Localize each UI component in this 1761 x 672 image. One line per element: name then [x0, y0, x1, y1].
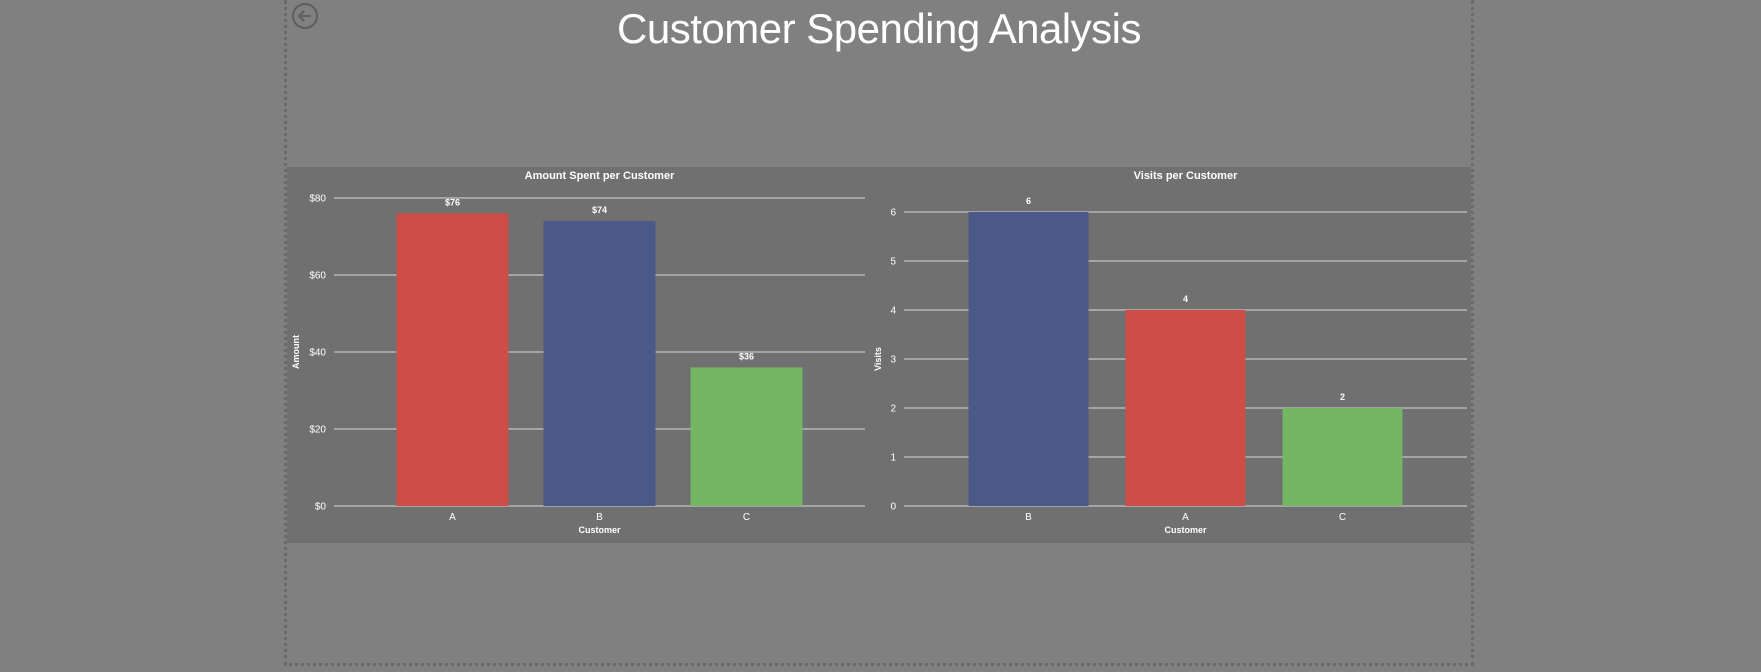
y-tick-label: 4 [890, 306, 896, 317]
y-tick-label: 1 [890, 453, 896, 464]
visits-chart: Visits per Customer 0 1 2 3 4 5 6 6 B 4 A 2 C Customer… [873, 170, 1467, 535]
amount-spent-chart: Amount Spent per Customer $0 $20 $40 $60 $80 $… [291, 170, 865, 535]
data-label: 6 [1026, 196, 1031, 206]
charts-panel: Amount Spent per Customer $0 $20 $40 $60 $80 $… [287, 167, 1471, 543]
data-label: $76 [445, 197, 460, 207]
chart-title: Amount Spent per Customer [525, 170, 675, 182]
y-tick-label: $20 [309, 425, 326, 436]
y-tick-label: 2 [890, 404, 896, 415]
y-tick-label: 3 [890, 355, 896, 366]
y-axis-title: Visits [873, 347, 883, 371]
bar-c [690, 367, 803, 506]
bar-a [1125, 310, 1246, 506]
bar-b [543, 221, 656, 506]
bar-a [396, 213, 509, 506]
x-tick-label: B [596, 512, 603, 523]
y-tick-label: $40 [309, 348, 326, 359]
x-axis-title: Customer [578, 525, 621, 535]
page-title: Customer Spending Analysis [617, 5, 1141, 52]
arrow-left-circle-icon [292, 3, 318, 29]
x-tick-label: A [1182, 512, 1189, 523]
y-tick-label: $60 [309, 271, 326, 282]
data-label: $74 [592, 205, 607, 215]
chart-title: Visits per Customer [1134, 170, 1238, 182]
data-label: 4 [1183, 294, 1188, 304]
y-axis-title: Amount [291, 335, 301, 369]
report-canvas [284, 0, 1474, 666]
x-tick-label: A [449, 512, 456, 523]
x-axis-title: Customer [1164, 525, 1207, 535]
x-tick-label: C [743, 512, 750, 523]
y-tick-label: $0 [315, 502, 327, 513]
data-label: 2 [1340, 392, 1345, 402]
data-label: $36 [739, 351, 754, 361]
y-tick-label: 0 [890, 502, 896, 513]
y-tick-label: 5 [890, 257, 896, 268]
y-tick-label: $80 [309, 194, 326, 205]
y-tick-label: 6 [890, 208, 896, 219]
bar-b [968, 212, 1089, 506]
x-tick-label: B [1025, 512, 1032, 523]
bar-c [1282, 408, 1403, 506]
back-button[interactable] [290, 1, 320, 31]
x-tick-label: C [1339, 512, 1346, 523]
